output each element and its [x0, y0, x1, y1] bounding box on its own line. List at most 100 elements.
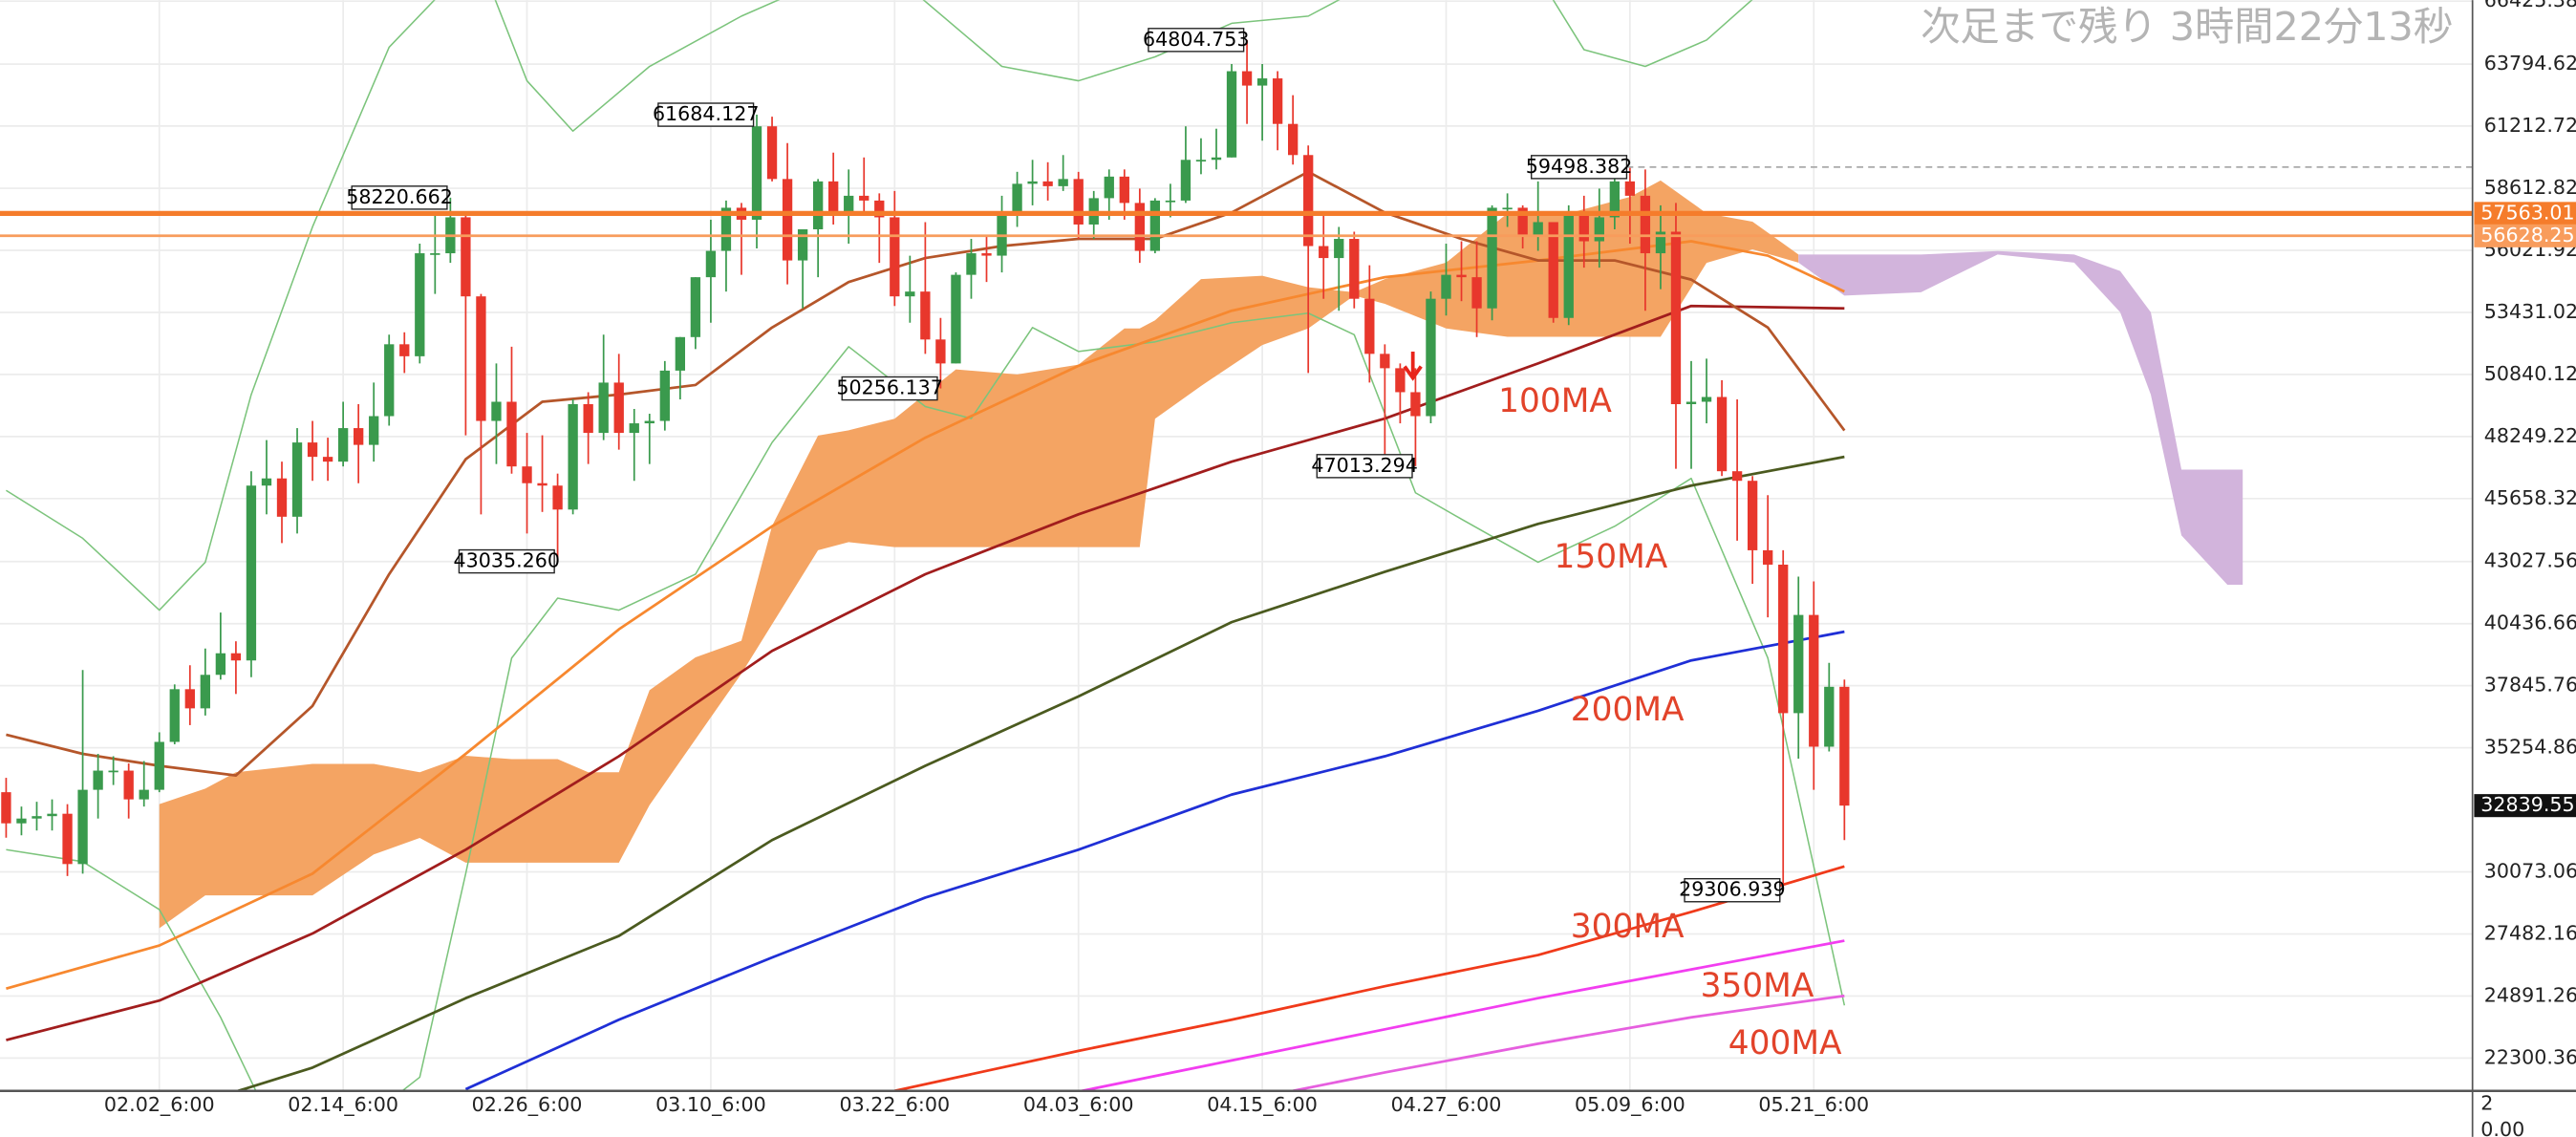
candle-body — [93, 770, 103, 790]
candle-body — [1578, 214, 1589, 242]
candle-body — [123, 770, 134, 800]
candle-body — [522, 466, 532, 483]
candle-body — [874, 200, 885, 218]
annotation-box — [1148, 28, 1245, 53]
overlay: 58220.662 43035.260 61684.127 50256.137 6480… — [0, 28, 2473, 1062]
ma-label: 100MA — [1498, 382, 1612, 420]
candle-body — [782, 179, 793, 261]
candle-body — [1226, 71, 1237, 158]
candle-body — [1058, 179, 1068, 186]
candle-body — [1149, 200, 1161, 251]
ma-line — [1292, 994, 1845, 1091]
grid — [0, 0, 2473, 1091]
candle-body — [322, 457, 333, 462]
candle-body — [1778, 564, 1789, 714]
price-line-label: 57563.016 — [2480, 201, 2576, 224]
candle-body — [1763, 549, 1773, 565]
candle-body — [16, 818, 27, 824]
candle-body — [62, 813, 73, 865]
candle-body — [491, 401, 502, 421]
annotation-label: 43035.260 — [454, 549, 561, 572]
candle-body — [108, 770, 118, 773]
candle-body — [690, 277, 701, 337]
annotation-label: 64804.753 — [1143, 28, 1250, 51]
ma-line — [894, 865, 1845, 1091]
x-tick-label: 04.15_6:00 — [1207, 1093, 1318, 1116]
ma-label: 400MA — [1728, 1024, 1842, 1062]
candle-body — [1364, 298, 1375, 354]
candle-body — [705, 250, 717, 278]
candle-body — [47, 813, 57, 817]
price-line-label-box — [2474, 224, 2576, 247]
y-tick-label: 22300.360 — [2484, 1045, 2576, 1068]
candle-body — [1303, 155, 1314, 247]
plot-area — [1, 0, 2243, 1091]
candle-body — [1319, 246, 1329, 259]
candle-body — [215, 653, 226, 676]
x-tick-label: 03.22_6:00 — [839, 1093, 950, 1116]
annotation-label: 47013.294 — [1311, 454, 1418, 477]
candle-body — [154, 741, 164, 790]
candle-body — [1839, 686, 1850, 806]
candle-body — [920, 291, 931, 340]
candle-body — [1793, 614, 1804, 714]
x-tick-label: 02.26_6:00 — [472, 1093, 583, 1116]
candle-body — [32, 816, 42, 819]
y-tick-label: 61212.720 — [2484, 114, 2576, 137]
candle-body — [1134, 203, 1145, 251]
candle-body — [568, 403, 578, 510]
x-tick-label: 04.03_6:00 — [1023, 1093, 1134, 1116]
candle-body — [476, 296, 486, 421]
candle-body — [1456, 274, 1467, 278]
ma-line — [6, 304, 1845, 1041]
candle-body — [828, 181, 839, 213]
candle-body — [1, 792, 11, 824]
candle-body — [966, 253, 977, 275]
candle-body — [1563, 214, 1574, 318]
candle-body — [1716, 397, 1728, 472]
candle-body — [354, 428, 364, 445]
ma-label: 200MA — [1571, 691, 1685, 729]
candle-body — [1256, 78, 1268, 86]
candle-body — [430, 253, 440, 255]
candle-body — [1241, 71, 1253, 86]
bollinger-band — [6, 0, 1753, 611]
candle-body — [1395, 368, 1406, 393]
annotation-box — [1531, 155, 1628, 180]
candle-body — [1211, 157, 1222, 161]
candle-body — [629, 423, 639, 434]
candle-body — [384, 344, 395, 417]
candle-body — [337, 428, 349, 462]
candle-body — [1824, 686, 1835, 747]
annotation-box — [1316, 454, 1413, 479]
candle-body — [1655, 231, 1666, 254]
candle-body — [644, 420, 655, 424]
y-tick-label: 53431.020 — [2484, 300, 2576, 323]
candle-body — [1670, 231, 1682, 404]
ma-line — [6, 240, 1845, 991]
candle-body — [951, 274, 961, 364]
candle-body — [720, 207, 732, 251]
candle-body — [1685, 401, 1697, 404]
candle-body — [1272, 78, 1283, 124]
candle-body — [1809, 614, 1819, 747]
y-tick-label: 35254.860 — [2484, 736, 2576, 759]
annotation-label: 61684.127 — [653, 102, 760, 125]
sub-y-tick-label: 0.00 — [2480, 1118, 2524, 1137]
candle-body — [1502, 207, 1513, 210]
candle-body — [751, 126, 762, 220]
current-price-label: 32839.559 — [2480, 793, 2576, 816]
ma-label: 350MA — [1701, 967, 1814, 1005]
candle-body — [997, 212, 1007, 256]
candle-body — [812, 181, 824, 229]
candle-body — [1594, 217, 1604, 242]
ma-line — [235, 455, 1845, 1091]
x-tick-label: 05.21_6:00 — [1758, 1093, 1869, 1116]
annotation-label: 58220.662 — [346, 185, 453, 208]
annotation-box — [841, 375, 938, 401]
y-tick-label: 43027.560 — [2484, 549, 2576, 572]
cloud — [1798, 250, 2243, 586]
candle-body — [797, 228, 808, 261]
candle-body — [844, 195, 854, 213]
